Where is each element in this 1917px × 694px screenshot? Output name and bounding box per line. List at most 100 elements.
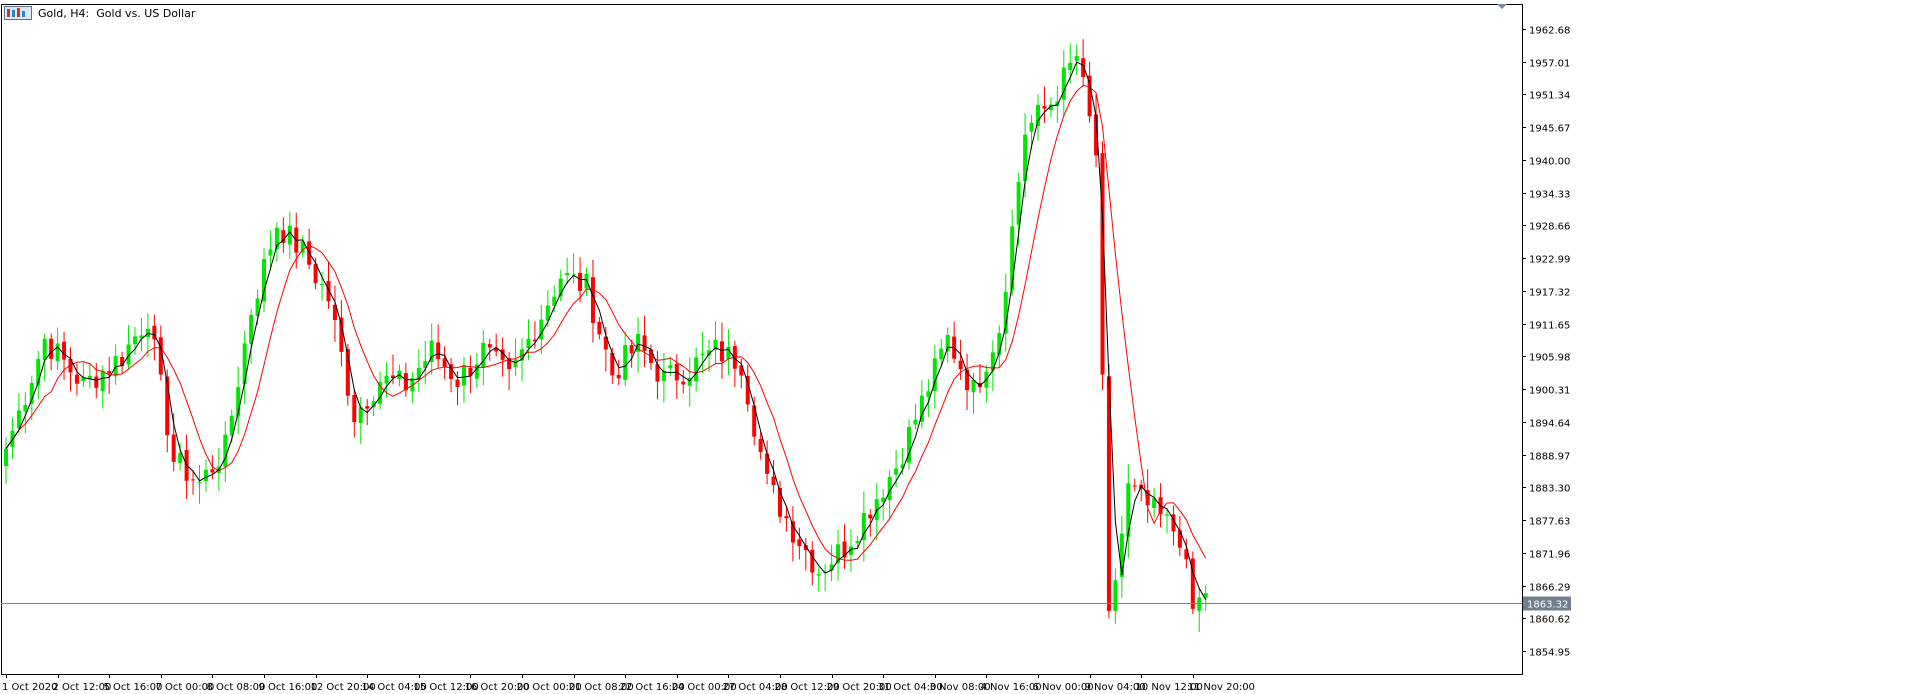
candle-body — [1100, 153, 1105, 375]
candle-body — [1145, 490, 1150, 506]
candle — [700, 331, 705, 374]
current-price-label: 1863.32 — [1527, 600, 1568, 611]
x-tick-label: 24 Oct 00:00 — [672, 682, 737, 693]
candle — [249, 308, 254, 364]
candle — [339, 299, 344, 367]
candle — [423, 340, 428, 385]
candle — [158, 325, 163, 381]
candle-body — [23, 404, 28, 412]
candle-body — [700, 353, 705, 356]
candle-body — [281, 230, 286, 243]
candle-body — [1126, 483, 1131, 537]
candle-body — [165, 376, 170, 436]
candle-body — [1029, 122, 1034, 132]
candle-body — [687, 377, 692, 386]
candle-body — [449, 364, 454, 380]
x-tick-label: 8 Oct 08:00 — [207, 682, 266, 693]
candle-body — [965, 369, 970, 391]
candle-body — [223, 434, 228, 467]
candle — [416, 349, 421, 393]
candle-body — [1177, 530, 1182, 548]
candle — [803, 538, 808, 571]
candle-body — [971, 379, 976, 393]
candle — [268, 230, 273, 271]
candle — [36, 350, 41, 400]
candle-body — [62, 341, 67, 360]
candle-body — [197, 481, 202, 483]
candle-body — [210, 469, 215, 473]
y-tick-label: 1894.64 — [1529, 419, 1570, 430]
candle — [474, 352, 479, 389]
candle — [823, 564, 828, 592]
candle — [1184, 538, 1189, 569]
candle — [113, 344, 118, 385]
x-tick-label: 12 Oct 20:00 — [311, 682, 376, 693]
candle — [274, 222, 279, 262]
candle — [120, 351, 125, 374]
candle-body — [526, 338, 531, 349]
candle — [449, 357, 454, 393]
candle — [384, 362, 389, 398]
candle-body — [391, 375, 395, 379]
candle-body — [616, 374, 621, 379]
candle-body — [287, 225, 292, 245]
candle-body — [274, 227, 279, 250]
candle-body — [410, 378, 415, 392]
candle — [236, 366, 241, 435]
candle-body — [900, 464, 905, 469]
candle — [42, 333, 47, 382]
candle — [23, 392, 28, 434]
y-tick-label: 1922.99 — [1529, 255, 1570, 266]
chart-symbol-title: Gold, H4: — [38, 6, 90, 20]
candle — [1003, 273, 1008, 352]
candle-body — [810, 549, 815, 573]
x-tick-label: 15 Oct 12:00 — [414, 682, 479, 693]
candle-body — [1132, 485, 1137, 487]
candle-body — [977, 382, 982, 388]
candle-body — [474, 364, 479, 379]
x-tick-label: 27 Oct 04:00 — [723, 682, 788, 693]
candle — [590, 259, 595, 343]
candle-body — [16, 410, 21, 429]
y-tick-label: 1917.32 — [1529, 288, 1570, 299]
candle-body — [94, 376, 99, 388]
candle-body — [1184, 549, 1189, 560]
candle-body — [919, 395, 924, 422]
candle-body — [203, 469, 208, 482]
candle-body — [1003, 291, 1008, 334]
candle-body — [1061, 67, 1066, 100]
candle — [1113, 568, 1118, 624]
ma-fast-line — [5, 61, 1207, 601]
candle-body — [1171, 514, 1176, 532]
candle — [500, 337, 505, 377]
candle — [4, 437, 8, 484]
candle-body — [429, 340, 434, 362]
x-tick-label: 7 Oct 00:00 — [156, 682, 215, 693]
candle — [1126, 464, 1131, 559]
candle — [74, 364, 79, 396]
candle-body — [152, 325, 157, 340]
candle — [262, 248, 266, 313]
candle — [300, 235, 305, 258]
candle — [571, 253, 576, 284]
candle-body — [552, 296, 557, 306]
candle — [81, 362, 86, 388]
candle — [984, 365, 989, 403]
candle-body — [997, 333, 1002, 355]
candle — [816, 567, 821, 592]
chart-symbol-description: Gold vs. US Dollar — [96, 6, 196, 20]
x-tick-label: 5 Oct 16:00 — [104, 682, 163, 693]
candle-body — [461, 365, 466, 386]
x-tick-label: 10 Nov 12:00 — [1136, 682, 1203, 693]
candle-body — [842, 541, 847, 558]
candle-body — [894, 468, 899, 475]
chart-title-bar: Gold, H4: Gold vs. US Dollar — [4, 5, 195, 21]
candle — [1203, 585, 1208, 611]
candle-body — [481, 342, 486, 368]
x-tick-label: 21 Oct 08:00 — [569, 682, 634, 693]
candle — [681, 370, 686, 394]
candle-body — [1197, 597, 1202, 611]
y-tick-label: 1934.33 — [1529, 190, 1570, 201]
